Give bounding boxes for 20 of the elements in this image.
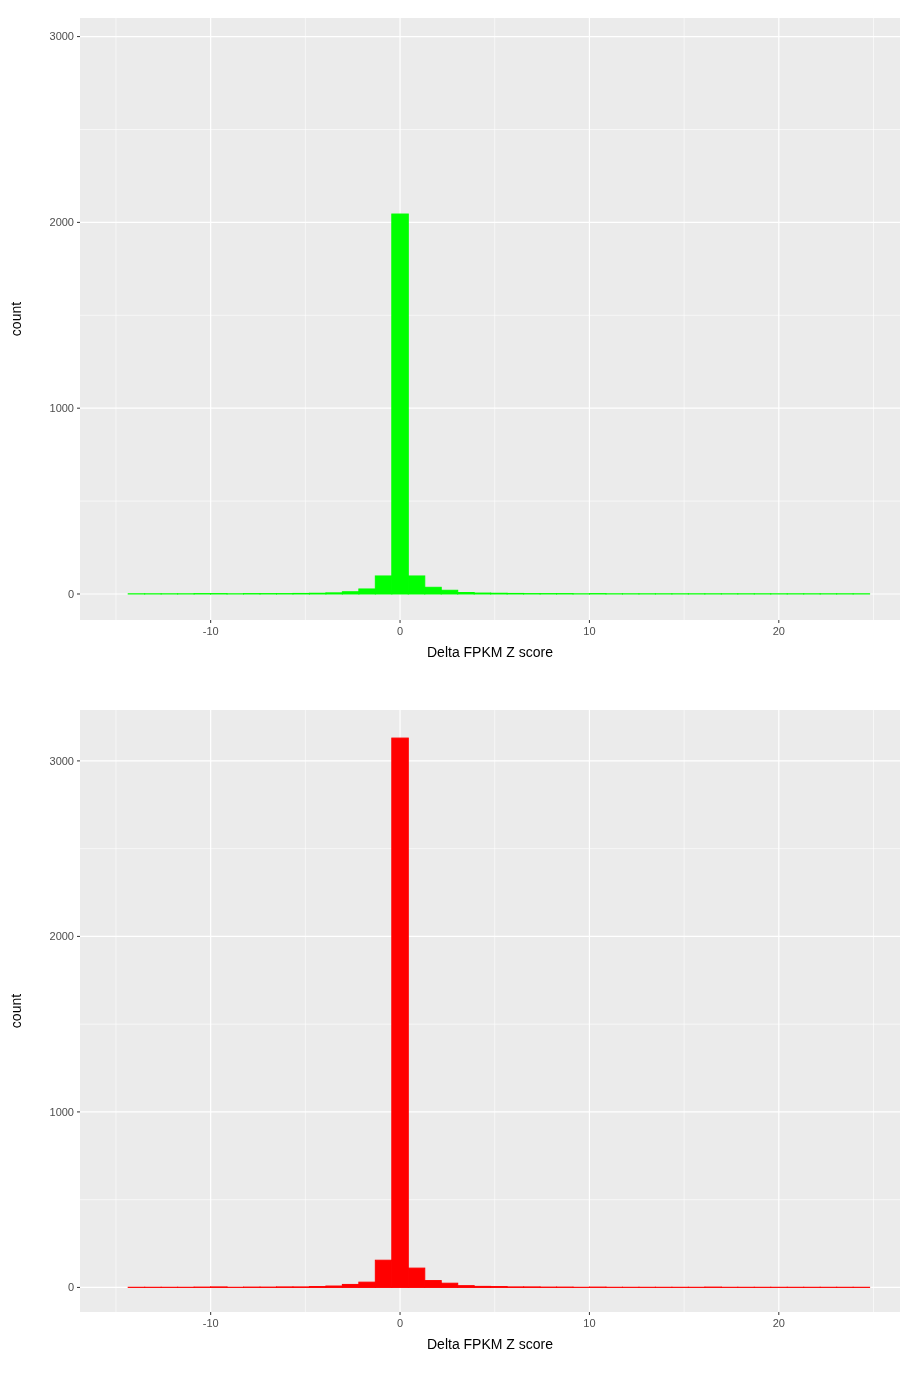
x-tick-label: 10 [583,625,596,637]
x-tick-label: 20 [772,1317,785,1329]
y-tick-label: 0 [67,587,74,600]
x-axis-title: Delta FPKM Z score [426,644,554,660]
y-tick-label: 2000 [49,930,74,943]
x-tick-label: 20 [772,625,785,637]
y-tick-label: 2000 [49,216,74,229]
y-tick-label: 3000 [49,30,74,43]
y-tick-label: 3000 [49,754,74,767]
x-tick-label: 0 [396,1317,404,1329]
x-tick-label: -10 [202,625,219,637]
x-tick-label: 10 [583,1317,596,1329]
y-axis-title: count [8,301,24,337]
x-axis-title: Delta FPKM Z score [426,1336,554,1352]
x-tick-label: -10 [202,1317,219,1329]
y-tick-label: 1000 [49,1105,74,1118]
y-tick-label: 0 [67,1281,74,1294]
y-axis-title: count [8,993,24,1029]
y-tick-label: 1000 [49,402,74,415]
x-tick-label: 0 [396,625,404,637]
